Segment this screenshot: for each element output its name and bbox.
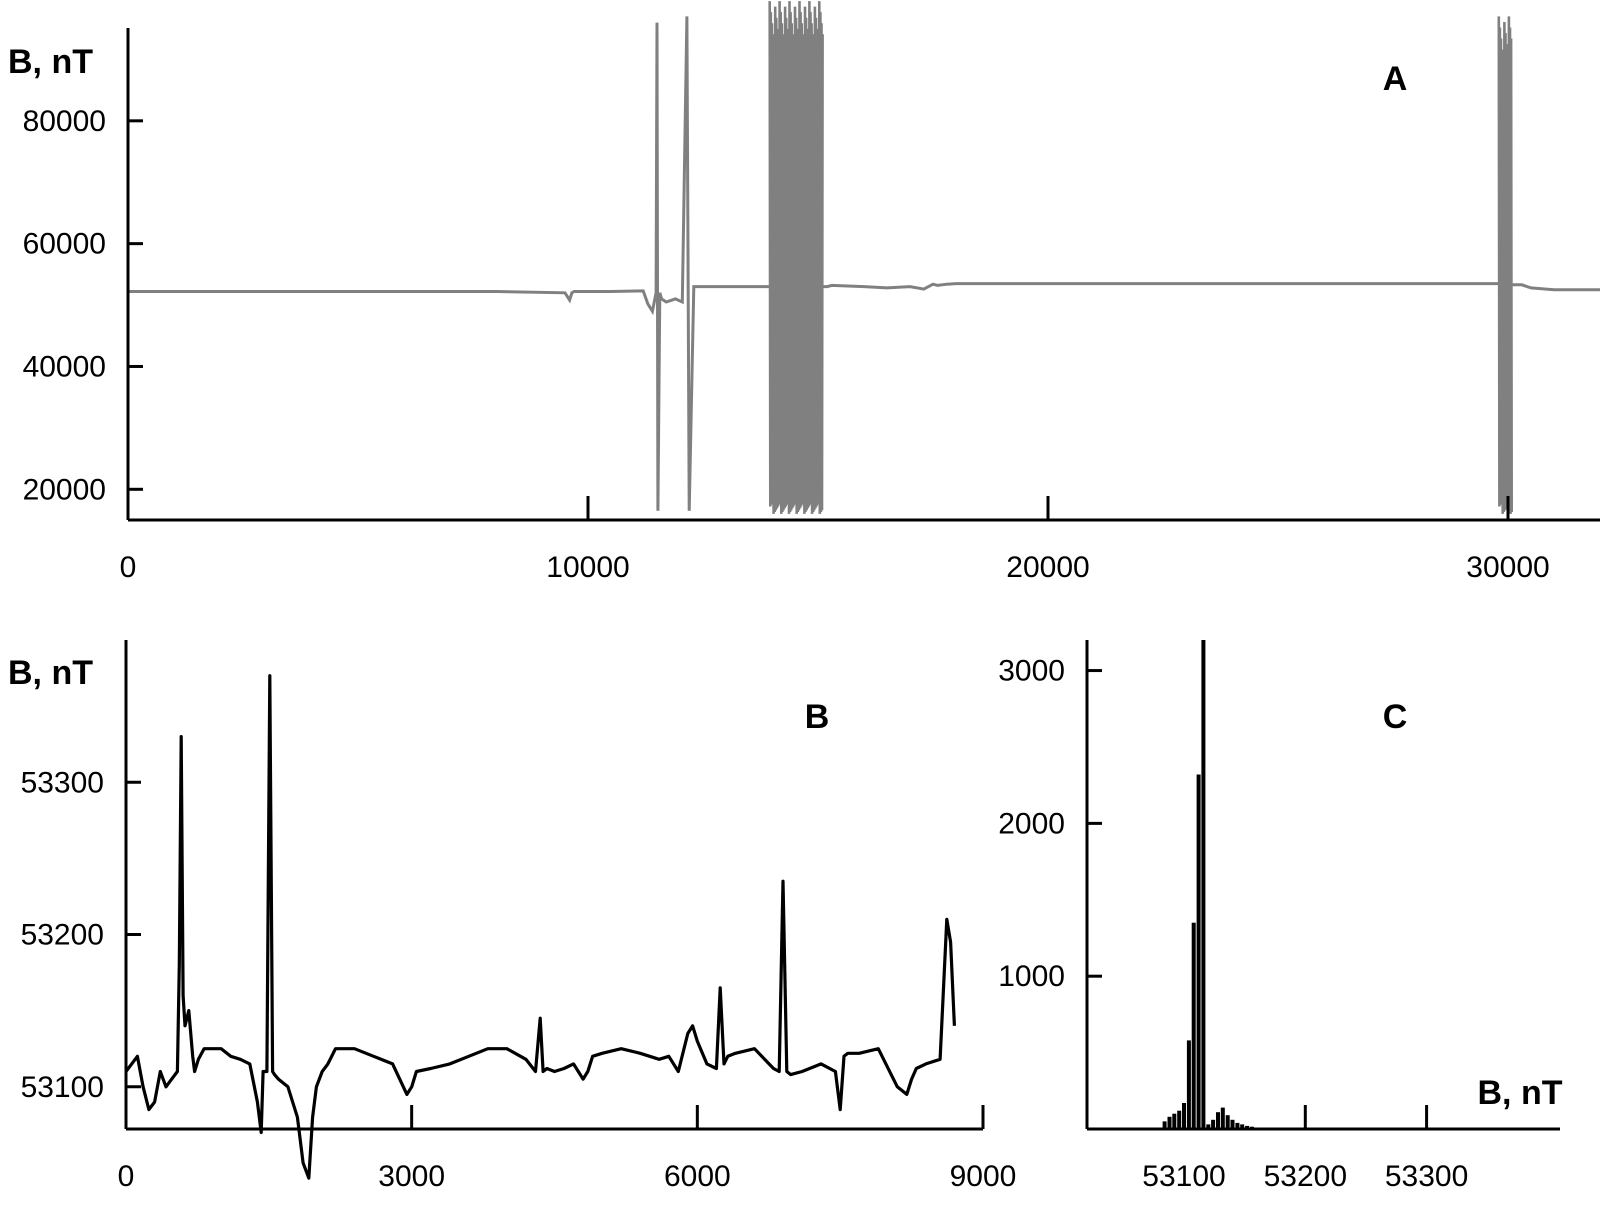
panel-b-xtick-label: 3000 [378,1160,445,1193]
panel-c-bar [1206,1124,1211,1129]
panel-a-burst-2 [1497,16,1513,514]
panel-c-xtick-label: 53200 [1264,1160,1347,1193]
panel-a-burst-1 [768,1,824,514]
panel-c-ytick-label: 3000 [998,655,1065,688]
panel-c-bar [1162,1121,1167,1129]
panel-a-plot [128,1,1600,514]
panel-c-bar [1211,1119,1216,1129]
panel-c-bar [1196,774,1201,1129]
panel-a-label: A [1383,60,1408,98]
panel-a-xtick-label: 10000 [546,551,629,584]
panel-c-bar [1186,1040,1191,1129]
panel-a-ytick-label: 80000 [23,105,106,138]
panel-b-ytick-label: 53200 [21,919,104,952]
panel-b-xtick-label: 6000 [664,1160,731,1193]
panel-c-bar [1235,1122,1240,1129]
panel-a-xtick-label: 0 [120,551,137,584]
panel-b-ticks: 53100 53200 53300 0 3000 6000 9000 [21,766,1017,1193]
panel-c-bar [1191,922,1196,1129]
panel-c-x-title: B, nT [1478,1074,1563,1112]
panel-c-bar [1172,1113,1177,1129]
panel-c-bar [1225,1115,1230,1129]
panel-a-series-line [128,16,1600,511]
panel-a-y-title: B, nT [8,43,93,81]
panel-c-bar [1230,1119,1235,1129]
panel-b-plot [124,674,956,1180]
panel-c-xtick-label: 53100 [1142,1160,1225,1193]
panel-a-ytick-label: 20000 [23,473,106,506]
panel-c-label: C [1383,698,1408,736]
panel-b-y-title: B, nT [8,654,93,692]
panel-c-bar [1167,1116,1172,1129]
panel-b-ytick-label: 53300 [21,766,104,799]
panel-b-xtick-label: 0 [118,1160,135,1193]
panel-c-bar [1216,1112,1220,1129]
panel-b: 53100 53200 53300 0 3000 6000 9000 B, nT B [8,640,1016,1193]
panel-c-bar [1177,1110,1182,1129]
panel-a-ytick-label: 40000 [23,350,106,383]
panel-c-bar [1220,1107,1225,1129]
panel-c-ticks: 1000 2000 3000 53100 53200 53300 [998,655,1468,1193]
panel-b-ytick-label: 53100 [21,1071,104,1104]
panel-b-series-line [124,674,956,1180]
panel-a: 20000 40000 60000 80000 0 10000 20000 30000 B, … [8,1,1600,584]
panel-c-bar [1201,640,1206,1129]
panel-a-ytick-label: 60000 [23,228,106,261]
panel-b-label: B [805,698,830,736]
panel-c-bar [1240,1124,1245,1129]
panel-c-plot [1109,640,1550,1130]
panel-a-ticks: 20000 40000 60000 80000 0 10000 20000 30000 [23,105,1550,584]
panel-c-xtick-label: 53300 [1385,1160,1468,1193]
panel-b-xtick-label: 9000 [950,1160,1017,1193]
panel-c: 1000 2000 3000 53100 53200 53300 B, nT C [998,640,1563,1193]
panel-c-bar [1245,1125,1250,1129]
panel-a-xtick-label: 20000 [1006,551,1089,584]
panel-c-ytick-label: 2000 [998,807,1065,840]
panel-a-xtick-label: 30000 [1466,551,1549,584]
panel-c-ytick-label: 1000 [998,960,1065,993]
